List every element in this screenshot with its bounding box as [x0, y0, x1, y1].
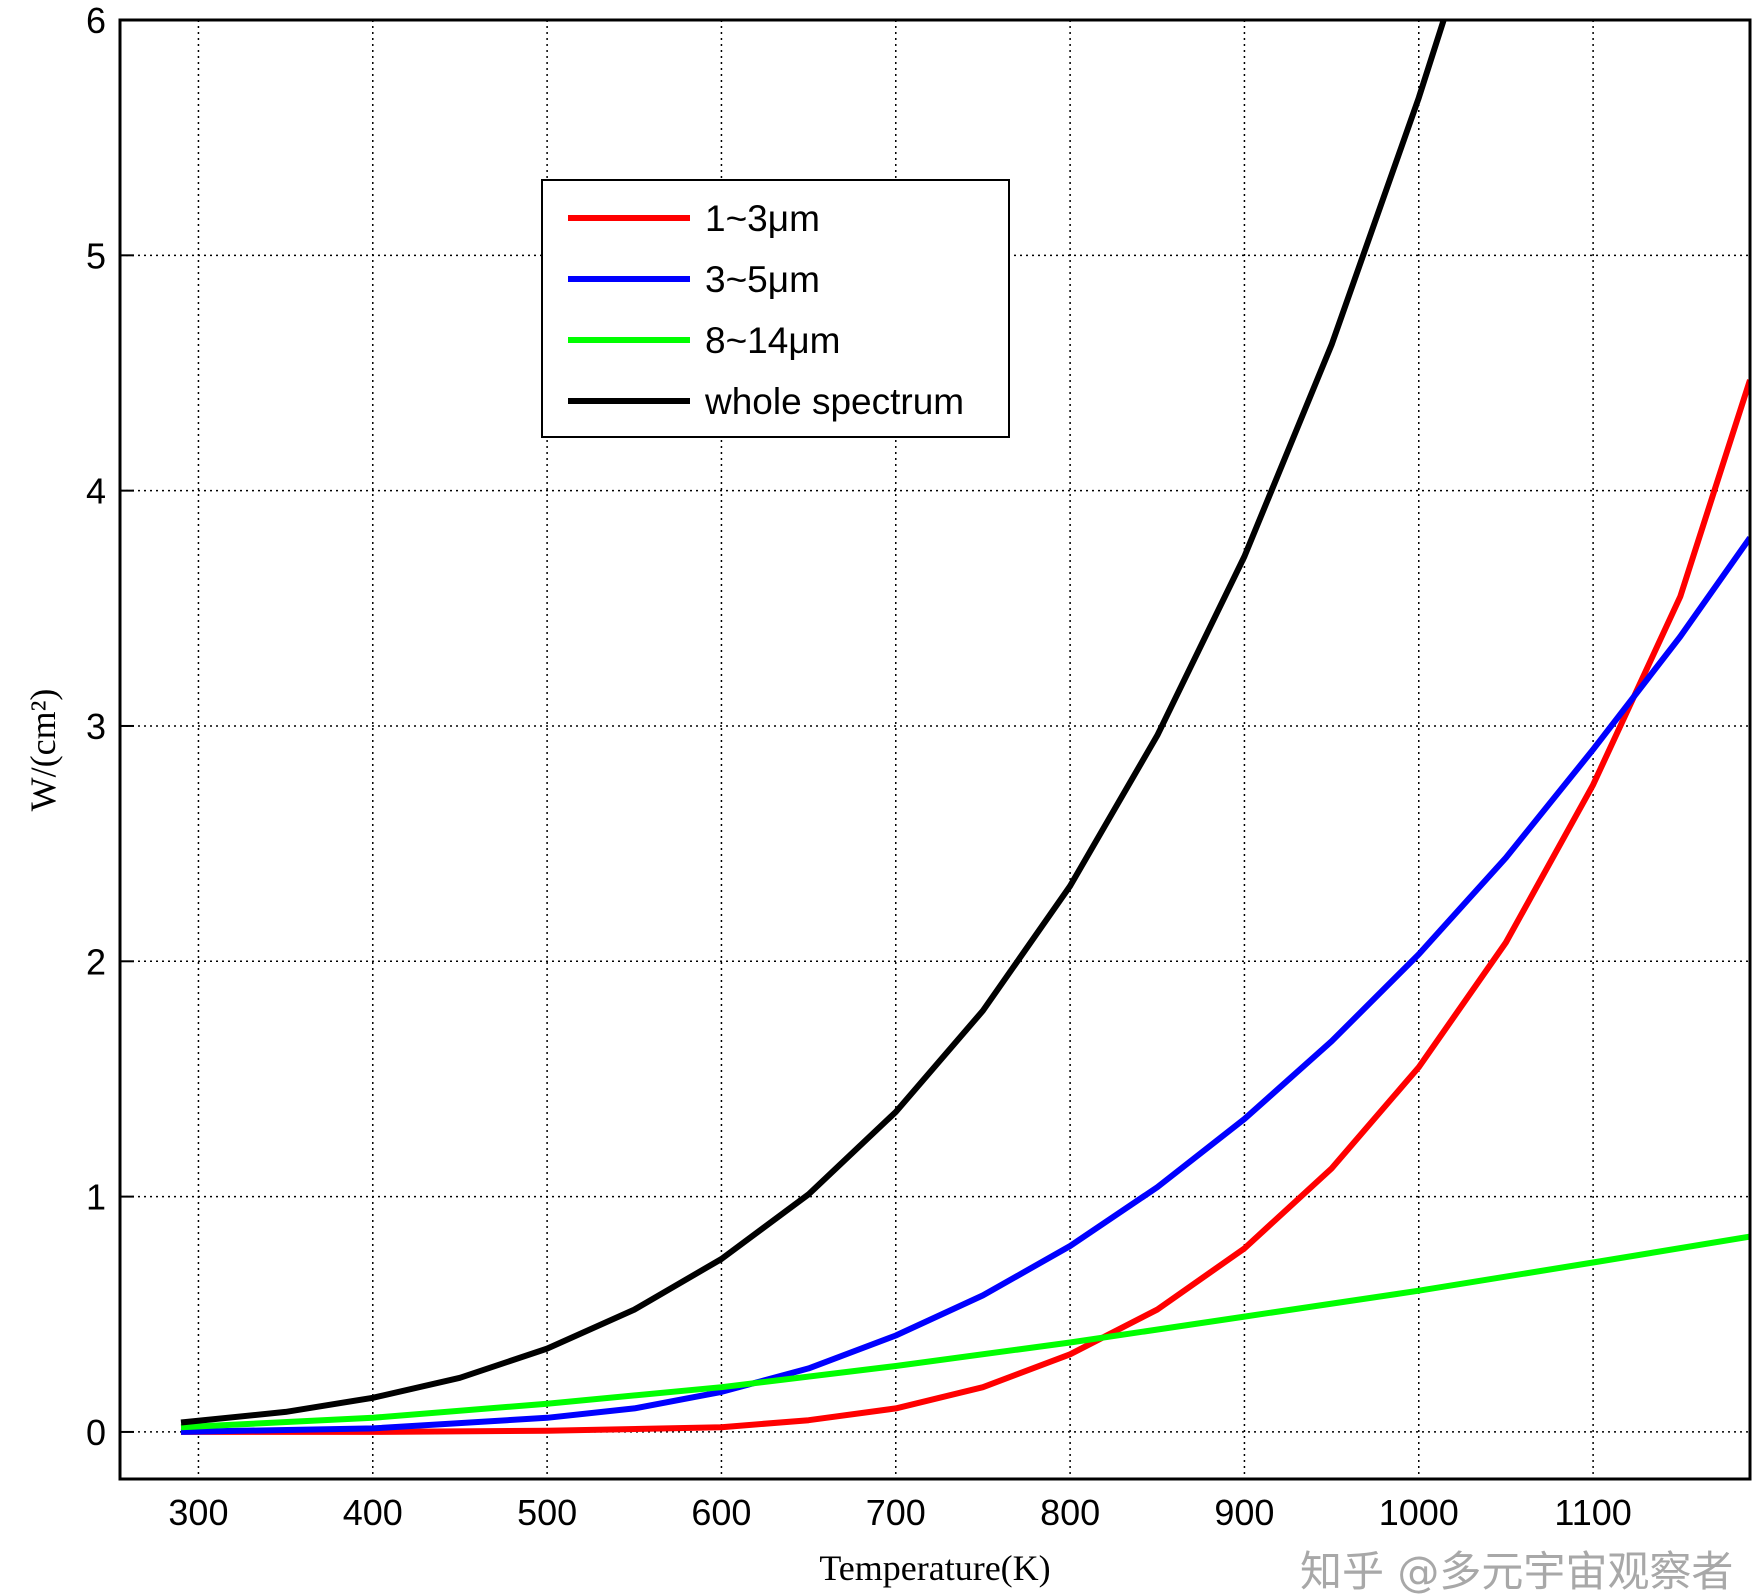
y-tick-label: 1	[86, 1177, 106, 1218]
legend-label: 8~14μm	[705, 320, 840, 361]
x-axis-label: Temperature(K)	[819, 1548, 1050, 1588]
series-line-1	[180, 535, 1750, 1435]
y-tick-label: 5	[86, 235, 106, 276]
x-tick-label: 700	[866, 1492, 926, 1533]
legend-label: 3~5μm	[705, 259, 820, 300]
y-axis-label: W/(cm²)	[23, 689, 63, 812]
y-tick-label: 4	[86, 471, 106, 512]
x-tick-label: 1000	[1379, 1492, 1459, 1533]
x-tick-label: 1100	[1554, 1492, 1631, 1533]
legend: 1~3μm 3~5μm 8~14μm whole spectrum	[541, 179, 1010, 438]
x-tick-label: 400	[343, 1492, 403, 1533]
legend-label: whole spectrum	[704, 381, 964, 422]
x-tick-label: 500	[517, 1492, 577, 1533]
y-tick-label: 6	[86, 0, 106, 41]
y-tick-label: 2	[86, 941, 106, 982]
legend-label: 1~3μm	[705, 198, 820, 239]
watermark: 知乎 @多元宇宙观察者	[1300, 1547, 1733, 1594]
ticks: 300 400 500 600 700 800 900 1000 1100 0 1 2 3 4 5 6	[86, 0, 1632, 1533]
y-tick-label: 3	[86, 706, 106, 747]
plot-frame	[118, 18, 1752, 1481]
series-line-2	[180, 1233, 1750, 1431]
x-tick-label: 800	[1040, 1492, 1100, 1533]
x-tick-label: 600	[691, 1492, 751, 1533]
y-tick-label: 0	[86, 1412, 106, 1453]
series-line-3	[180, 20, 1447, 1426]
x-tick-label: 900	[1214, 1492, 1274, 1533]
series-line-0	[181, 379, 1750, 1435]
series-lines	[180, 20, 1750, 1435]
x-tick-label: 300	[168, 1492, 228, 1533]
